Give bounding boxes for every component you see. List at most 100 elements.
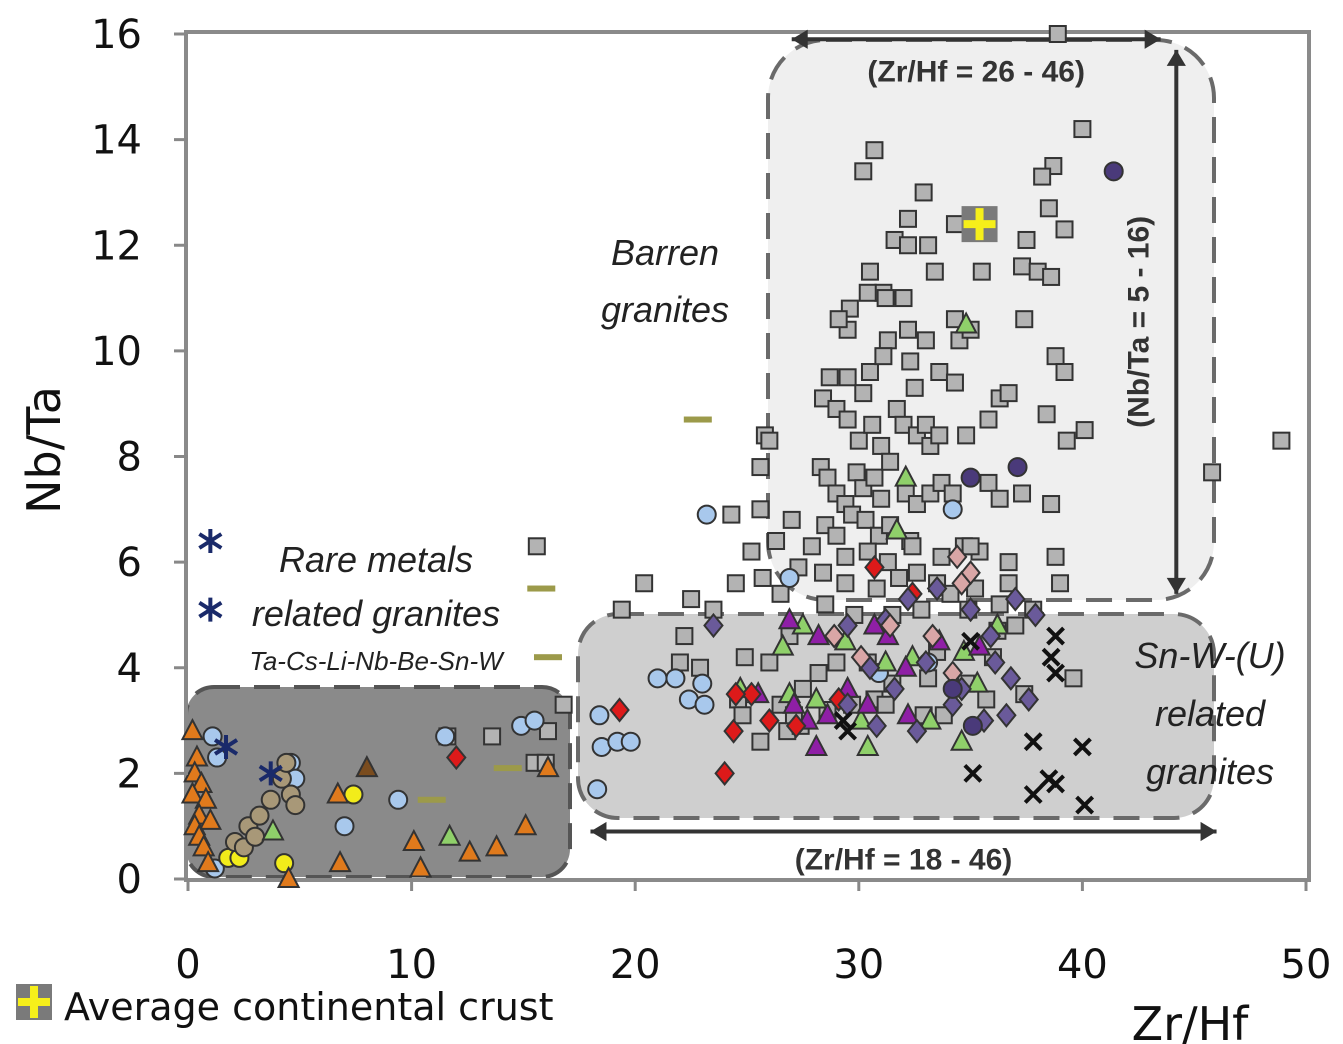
data-point-square bbox=[999, 384, 1018, 403]
data-point-circle bbox=[962, 715, 983, 736]
data-point-x bbox=[1075, 795, 1095, 815]
series-13-asterisk bbox=[198, 529, 283, 786]
data-point-triangle bbox=[402, 828, 426, 852]
data-point-square bbox=[742, 542, 761, 561]
range-annotation-0: (Zr/Hf = 26 - 46) bbox=[791, 29, 1161, 88]
data-point-diamond bbox=[609, 697, 630, 723]
data-point-diamond bbox=[446, 744, 467, 771]
data-point-x bbox=[1046, 663, 1065, 683]
data-point-circle bbox=[260, 789, 281, 810]
data-point-square bbox=[903, 537, 922, 556]
data-point-square bbox=[865, 468, 884, 487]
x-tick-label-5: 50 bbox=[1281, 942, 1332, 988]
series-0-square bbox=[438, 25, 1291, 772]
data-point-x bbox=[1023, 785, 1043, 804]
region-label-rare-metals-0: Rare metals bbox=[279, 539, 473, 580]
region-label-barren-1: granites bbox=[601, 289, 729, 330]
y-tick-label-1: 2 bbox=[117, 751, 142, 797]
data-point-circle bbox=[960, 467, 981, 488]
data-point-asterisk bbox=[213, 734, 239, 759]
data-point-square bbox=[916, 415, 935, 434]
data-point-square bbox=[867, 579, 886, 598]
legend-label-average-continental-crust: Average continental crust bbox=[64, 985, 553, 1029]
x-axis-label: Zr/Hf bbox=[1132, 997, 1251, 1044]
y-tick-label-6: 12 bbox=[91, 223, 142, 269]
data-point-circle bbox=[435, 726, 456, 747]
legend-marker bbox=[16, 984, 52, 1020]
data-point-triangle bbox=[198, 807, 223, 830]
data-point-square bbox=[670, 653, 689, 672]
data-point-triangle bbox=[804, 733, 828, 756]
data-point-triangle bbox=[276, 865, 301, 888]
series-3-circle bbox=[224, 752, 306, 858]
data-point-x bbox=[833, 711, 853, 730]
data-point-dash bbox=[683, 416, 712, 423]
data-point-square bbox=[838, 368, 857, 387]
data-point-square bbox=[858, 283, 877, 302]
data-point-x bbox=[1072, 737, 1092, 757]
data-point-square bbox=[919, 236, 938, 255]
data-point-diamond bbox=[759, 707, 780, 734]
data-point-square bbox=[912, 600, 931, 619]
data-point-diamond bbox=[897, 586, 919, 612]
data-point-triangle bbox=[782, 691, 806, 714]
region-label-barren-0: Barren bbox=[611, 232, 719, 273]
legend: Average continental crust bbox=[16, 984, 553, 1029]
data-point-diamond bbox=[864, 554, 885, 580]
data-point-diamond bbox=[996, 702, 1017, 728]
data-point-square bbox=[858, 542, 877, 561]
data-point-square bbox=[1039, 199, 1058, 218]
data-point-circle bbox=[665, 668, 686, 689]
data-point-square bbox=[726, 574, 745, 593]
data-point-circle bbox=[620, 731, 641, 752]
data-point-square bbox=[827, 526, 846, 545]
x-tick-label-3: 30 bbox=[833, 942, 884, 988]
data-point-square bbox=[1048, 25, 1067, 43]
data-point-square bbox=[836, 574, 855, 593]
data-point-square bbox=[1203, 463, 1222, 482]
range-arrow-head-left-0 bbox=[791, 29, 808, 49]
range-arrow-head-left-2 bbox=[590, 821, 607, 842]
data-point-diamond bbox=[1018, 686, 1040, 713]
data-point-square bbox=[675, 627, 694, 646]
data-point-triangle bbox=[777, 607, 802, 630]
data-point-triangle bbox=[954, 311, 978, 334]
data-point-diamond bbox=[1025, 602, 1046, 628]
data-point-square bbox=[847, 463, 866, 482]
y-axis-label: Nb/Ta bbox=[17, 386, 71, 514]
data-point-square bbox=[860, 262, 879, 281]
data-point-diamond bbox=[942, 692, 964, 718]
data-point-square bbox=[1055, 220, 1074, 239]
y-tick-label-4: 8 bbox=[117, 435, 142, 481]
data-point-square bbox=[872, 436, 891, 455]
data-point-diamond bbox=[984, 649, 1006, 676]
data-point-square bbox=[829, 310, 848, 329]
data-point-triangle bbox=[484, 834, 509, 857]
data-point-diamond bbox=[725, 681, 747, 707]
data-point-asterisk bbox=[198, 529, 223, 553]
data-point-square bbox=[979, 473, 998, 492]
data-point-square bbox=[854, 384, 873, 403]
data-point-square bbox=[854, 162, 873, 181]
data-point-diamond bbox=[946, 544, 968, 570]
series-15-cross bbox=[961, 206, 998, 243]
range-arrow-head-down-1 bbox=[1166, 577, 1186, 594]
data-point-diamond bbox=[915, 649, 937, 676]
data-point-circle bbox=[779, 567, 800, 588]
data-point-square bbox=[538, 722, 557, 741]
data-point-triangle bbox=[894, 464, 918, 487]
data-point-x bbox=[963, 763, 983, 783]
data-point-square bbox=[733, 706, 752, 725]
data-point-circle bbox=[696, 504, 717, 525]
data-point-triangle bbox=[806, 622, 831, 646]
data-point-square bbox=[898, 236, 917, 255]
data-point-square bbox=[890, 568, 909, 587]
data-point-circle bbox=[245, 826, 266, 847]
data-point-square bbox=[751, 500, 770, 519]
data-point-square bbox=[919, 669, 938, 688]
data-point-square bbox=[836, 547, 855, 566]
data-point-diamond bbox=[823, 623, 845, 649]
data-point-square bbox=[894, 289, 913, 308]
data-point-square bbox=[1051, 574, 1070, 593]
data-point-diamond bbox=[741, 681, 762, 707]
